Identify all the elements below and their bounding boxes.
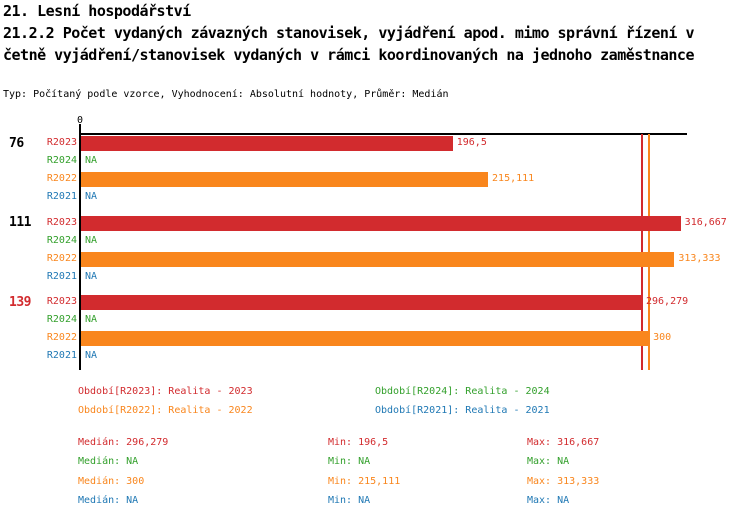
axis-tick-zero: [79, 124, 81, 133]
stat-median-r2021: Medián: NA: [78, 495, 139, 506]
na-label-r2021: NA: [85, 270, 98, 282]
stat-min-r2024: Min: NA: [328, 456, 371, 467]
bar-value-label-r2022: 215,111: [492, 173, 535, 184]
row-label-r2022: R2022: [46, 252, 77, 264]
row-label-r2021: R2021: [46, 270, 77, 282]
chart-title-line3: četně vyjádření/stanovisek vydaných v rá…: [3, 46, 695, 64]
stat-median-r2023: Medián: 296,279: [78, 437, 169, 448]
axis-x-line: [80, 133, 687, 135]
row-label-r2024: R2024: [46, 314, 77, 325]
legend-item-r2024: Období[R2024]: Realita - 2024: [375, 386, 550, 397]
legend-item-r2021: Období[R2021]: Realita - 2021: [375, 405, 550, 416]
stat-max-r2024: Max: NA: [527, 456, 570, 467]
row-label-r2021: R2021: [46, 350, 77, 361]
row-label-r2023: R2023: [46, 137, 77, 148]
group-label-111: 111: [9, 215, 31, 230]
na-label-r2024: NA: [85, 155, 98, 166]
bar-value-label-r2022: 300: [653, 332, 672, 343]
bar-r2023: [81, 136, 453, 151]
stat-min-r2023: Min: 196,5: [328, 437, 389, 448]
bar-value-label-r2023: 296,279: [646, 296, 689, 307]
row-label-r2022: R2022: [46, 332, 77, 343]
row-label-r2023: R2023: [46, 296, 77, 307]
na-label-r2021: NA: [85, 191, 98, 202]
stat-min-r2021: Min: NA: [328, 495, 371, 506]
na-label-r2024: NA: [85, 234, 98, 246]
stat-min-r2022: Min: 215,111: [328, 476, 401, 487]
bar-value-label-r2023: 196,5: [456, 137, 487, 148]
stat-max-r2022: Max: 313,333: [527, 476, 600, 487]
row-label-r2021: R2021: [46, 191, 77, 202]
chart-title-line1: 21. Lesní hospodářství: [3, 2, 191, 20]
row-label-r2022: R2022: [46, 173, 77, 184]
stat-median-r2024: Medián: NA: [78, 456, 139, 467]
bar-r2023: [81, 295, 642, 310]
bar-r2023: [81, 215, 681, 231]
na-label-r2024: NA: [85, 314, 98, 325]
stat-max-r2023: Max: 316,667: [527, 437, 600, 448]
bar-value-label-r2022: 313,333: [678, 252, 721, 264]
stat-max-r2021: Max: NA: [527, 495, 570, 506]
chart-meta-line: Typ: Počítaný podle vzorce, Vyhodnocení:…: [3, 89, 449, 100]
row-label-r2024: R2024: [46, 234, 77, 246]
chart-title-line2: 21.2.2 Počet vydaných závazných stanovis…: [3, 24, 695, 42]
group-label-139: 139: [9, 294, 31, 310]
bar-r2022: [81, 172, 489, 187]
axis-tick-label-zero: 0: [76, 115, 84, 126]
row-label-r2023: R2023: [46, 216, 77, 228]
bar-r2022: [81, 331, 650, 346]
legend-item-r2022: Období[R2022]: Realita - 2022: [78, 405, 253, 416]
bar-value-label-r2023: 316,667: [684, 216, 727, 228]
row-label-r2024: R2024: [46, 155, 77, 166]
axis-y-line: [79, 133, 81, 370]
bar-r2022: [81, 251, 675, 267]
na-label-r2021: NA: [85, 350, 98, 361]
group-label-76: 76: [9, 135, 24, 151]
legend-item-r2023: Období[R2023]: Realita - 2023: [78, 386, 253, 397]
stat-median-r2022: Medián: 300: [78, 476, 145, 487]
